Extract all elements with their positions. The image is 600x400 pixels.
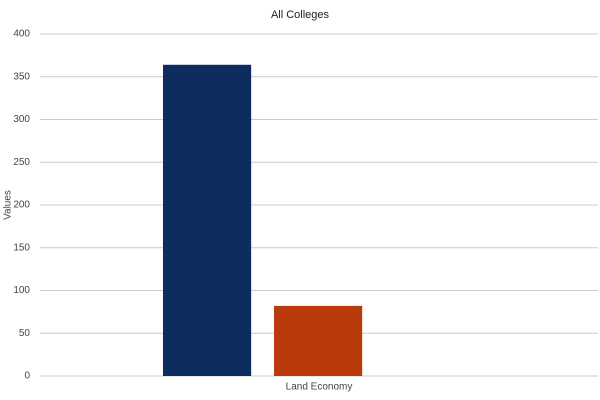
bar bbox=[162, 64, 252, 376]
x-tick-label: Land Economy bbox=[286, 382, 353, 393]
y-tick-label: 100 bbox=[13, 285, 30, 296]
y-axis-label: Values bbox=[3, 190, 14, 220]
y-tick-label: 50 bbox=[19, 328, 31, 339]
chart-title: All Colleges bbox=[271, 9, 330, 21]
y-tick-label: 300 bbox=[13, 114, 30, 125]
y-tick-label: 350 bbox=[13, 71, 30, 82]
y-tick-label: 150 bbox=[13, 242, 30, 253]
y-tick-label: 400 bbox=[13, 29, 30, 40]
y-tick-label: 200 bbox=[13, 200, 30, 211]
y-tick-label: 0 bbox=[24, 371, 30, 382]
y-tick-label: 250 bbox=[13, 157, 30, 168]
bar bbox=[274, 305, 363, 376]
